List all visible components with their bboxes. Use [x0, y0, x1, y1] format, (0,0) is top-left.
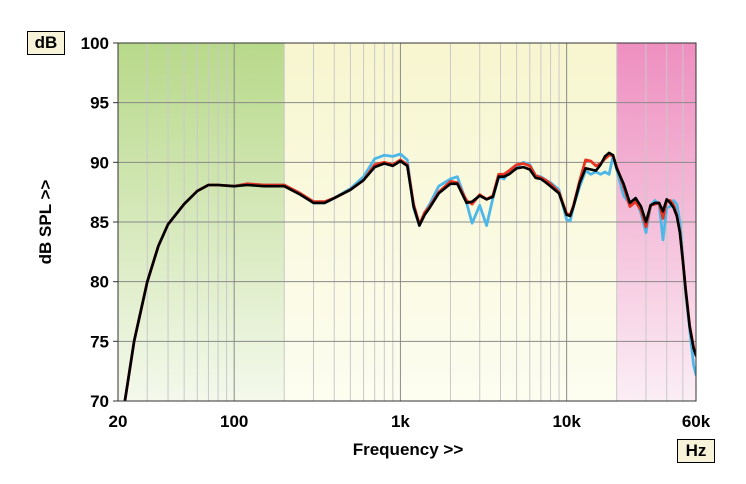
series-line-2 — [123, 151, 696, 401]
y-tick-label: 100 — [81, 34, 109, 53]
plot-frame — [117, 42, 697, 402]
x-axis-label: Frequency >> — [353, 440, 464, 459]
series-lines — [123, 151, 696, 401]
y-tick-labels: 70 75 80 85 90 95 100 — [81, 34, 109, 411]
grid-lines — [113, 42, 696, 402]
x-tick-label: 10k — [552, 412, 581, 431]
x-tick-label: 100 — [220, 412, 248, 431]
x-tick-label: 60k — [682, 412, 711, 431]
x-tick-label: 1k — [391, 412, 410, 431]
y-axis-label: dB SPL >> — [36, 180, 55, 265]
y-tick-label: 85 — [90, 213, 109, 232]
x-tick-labels: 20 100 1k 10k 60k — [109, 412, 711, 431]
y-tick-label: 75 — [90, 332, 109, 351]
x-tick-label: 20 — [109, 412, 128, 431]
y-tick-label: 70 — [90, 392, 109, 411]
x-unit-box: Hz — [677, 439, 715, 463]
y-tick-label: 95 — [90, 94, 109, 113]
y-tick-label: 80 — [90, 273, 109, 292]
y-unit-box: dB — [27, 31, 65, 55]
y-tick-label: 90 — [90, 153, 109, 172]
